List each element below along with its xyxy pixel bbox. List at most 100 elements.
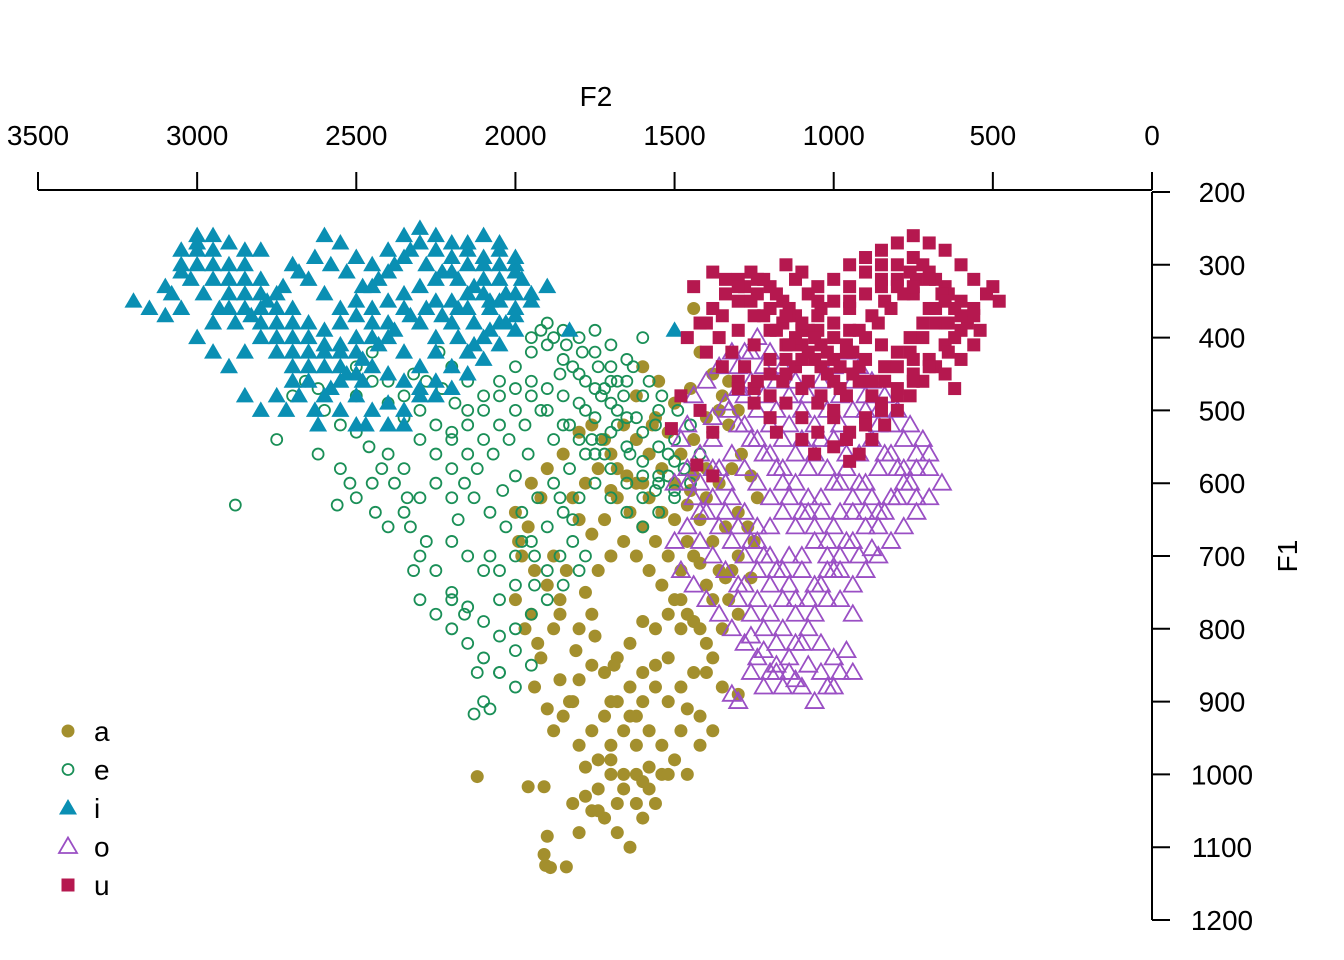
point-e (620, 353, 634, 366)
point-a (566, 695, 580, 709)
point-e (524, 658, 538, 672)
legend-item-a: a (61, 716, 110, 747)
point-u (992, 294, 1006, 308)
point-a (693, 556, 707, 570)
point-u (706, 301, 720, 315)
point-e (509, 403, 522, 417)
point-i (363, 314, 382, 330)
point-a (674, 447, 688, 461)
point-e (668, 491, 681, 505)
point-a (569, 644, 583, 658)
point-i (172, 299, 191, 315)
point-a (588, 629, 602, 643)
point-o (683, 385, 705, 404)
point-e (652, 469, 666, 483)
point-a (540, 578, 554, 592)
point-o (759, 603, 781, 622)
point-o (829, 661, 851, 680)
point-o (753, 639, 775, 659)
point-e (642, 374, 656, 388)
point-u (865, 433, 879, 447)
point-o (746, 530, 768, 549)
point-u (827, 272, 841, 286)
point-u (712, 331, 726, 345)
point-o (689, 472, 711, 491)
point-i (506, 306, 525, 323)
point-u (846, 367, 860, 381)
point-u (890, 360, 904, 374)
point-o (829, 559, 851, 578)
point-a (623, 505, 637, 519)
point-e (534, 403, 548, 417)
legend-item-o: o (57, 832, 110, 863)
point-a (655, 505, 669, 519)
point-e (397, 505, 411, 519)
point-e (540, 382, 554, 395)
point-u (890, 345, 904, 359)
point-u (846, 345, 860, 359)
point-a (674, 680, 688, 694)
point-o (784, 588, 807, 608)
point-e (333, 418, 347, 432)
point-e (604, 425, 618, 439)
point-i (235, 299, 254, 315)
point-o (791, 559, 813, 578)
point-u (916, 316, 930, 330)
point-i (204, 255, 223, 272)
point-e (381, 447, 395, 461)
point-i (369, 270, 388, 286)
point-o (772, 501, 794, 520)
point-i (124, 292, 143, 308)
point-e (381, 520, 395, 534)
point-a (661, 767, 675, 781)
point-o (727, 588, 749, 608)
point-e (610, 403, 624, 417)
point-o (753, 676, 775, 695)
point-a (508, 593, 522, 607)
point-e (579, 374, 592, 388)
point-i (490, 270, 509, 286)
point-e (547, 476, 561, 490)
point-e (407, 564, 420, 577)
point-a (604, 753, 618, 767)
point-o (772, 618, 794, 637)
point-e (553, 491, 567, 505)
point-o (664, 472, 686, 491)
point-e (556, 353, 570, 366)
point-u (859, 251, 873, 265)
point-i (433, 306, 452, 323)
point-o (854, 516, 877, 535)
point-e (661, 447, 675, 461)
point-u (839, 433, 853, 447)
point-i (277, 401, 296, 417)
point-a (518, 622, 532, 636)
point-o (829, 545, 851, 564)
point-e (477, 564, 491, 577)
point-a (604, 738, 618, 752)
point-o (765, 654, 787, 673)
point-e (626, 360, 640, 374)
point-o (702, 406, 724, 426)
point-e (652, 505, 666, 519)
point-e (477, 695, 491, 708)
point-e (668, 454, 681, 468)
point-e (461, 447, 475, 461)
point-o (804, 690, 826, 709)
point-o (861, 537, 883, 557)
point-a (680, 534, 694, 548)
point-e (553, 549, 567, 563)
point-o (721, 683, 743, 702)
point-o (804, 530, 826, 549)
point-e (579, 403, 592, 417)
point-e (461, 636, 475, 650)
point-o (778, 414, 800, 433)
point-u (693, 403, 707, 417)
point-a (540, 702, 554, 716)
point-u (718, 287, 732, 301)
point-e (528, 578, 541, 592)
point-e (598, 382, 611, 395)
point-e (483, 505, 497, 519)
point-i (299, 343, 318, 359)
point-u (890, 258, 904, 272)
y-tick-label: 700 (1199, 541, 1246, 572)
